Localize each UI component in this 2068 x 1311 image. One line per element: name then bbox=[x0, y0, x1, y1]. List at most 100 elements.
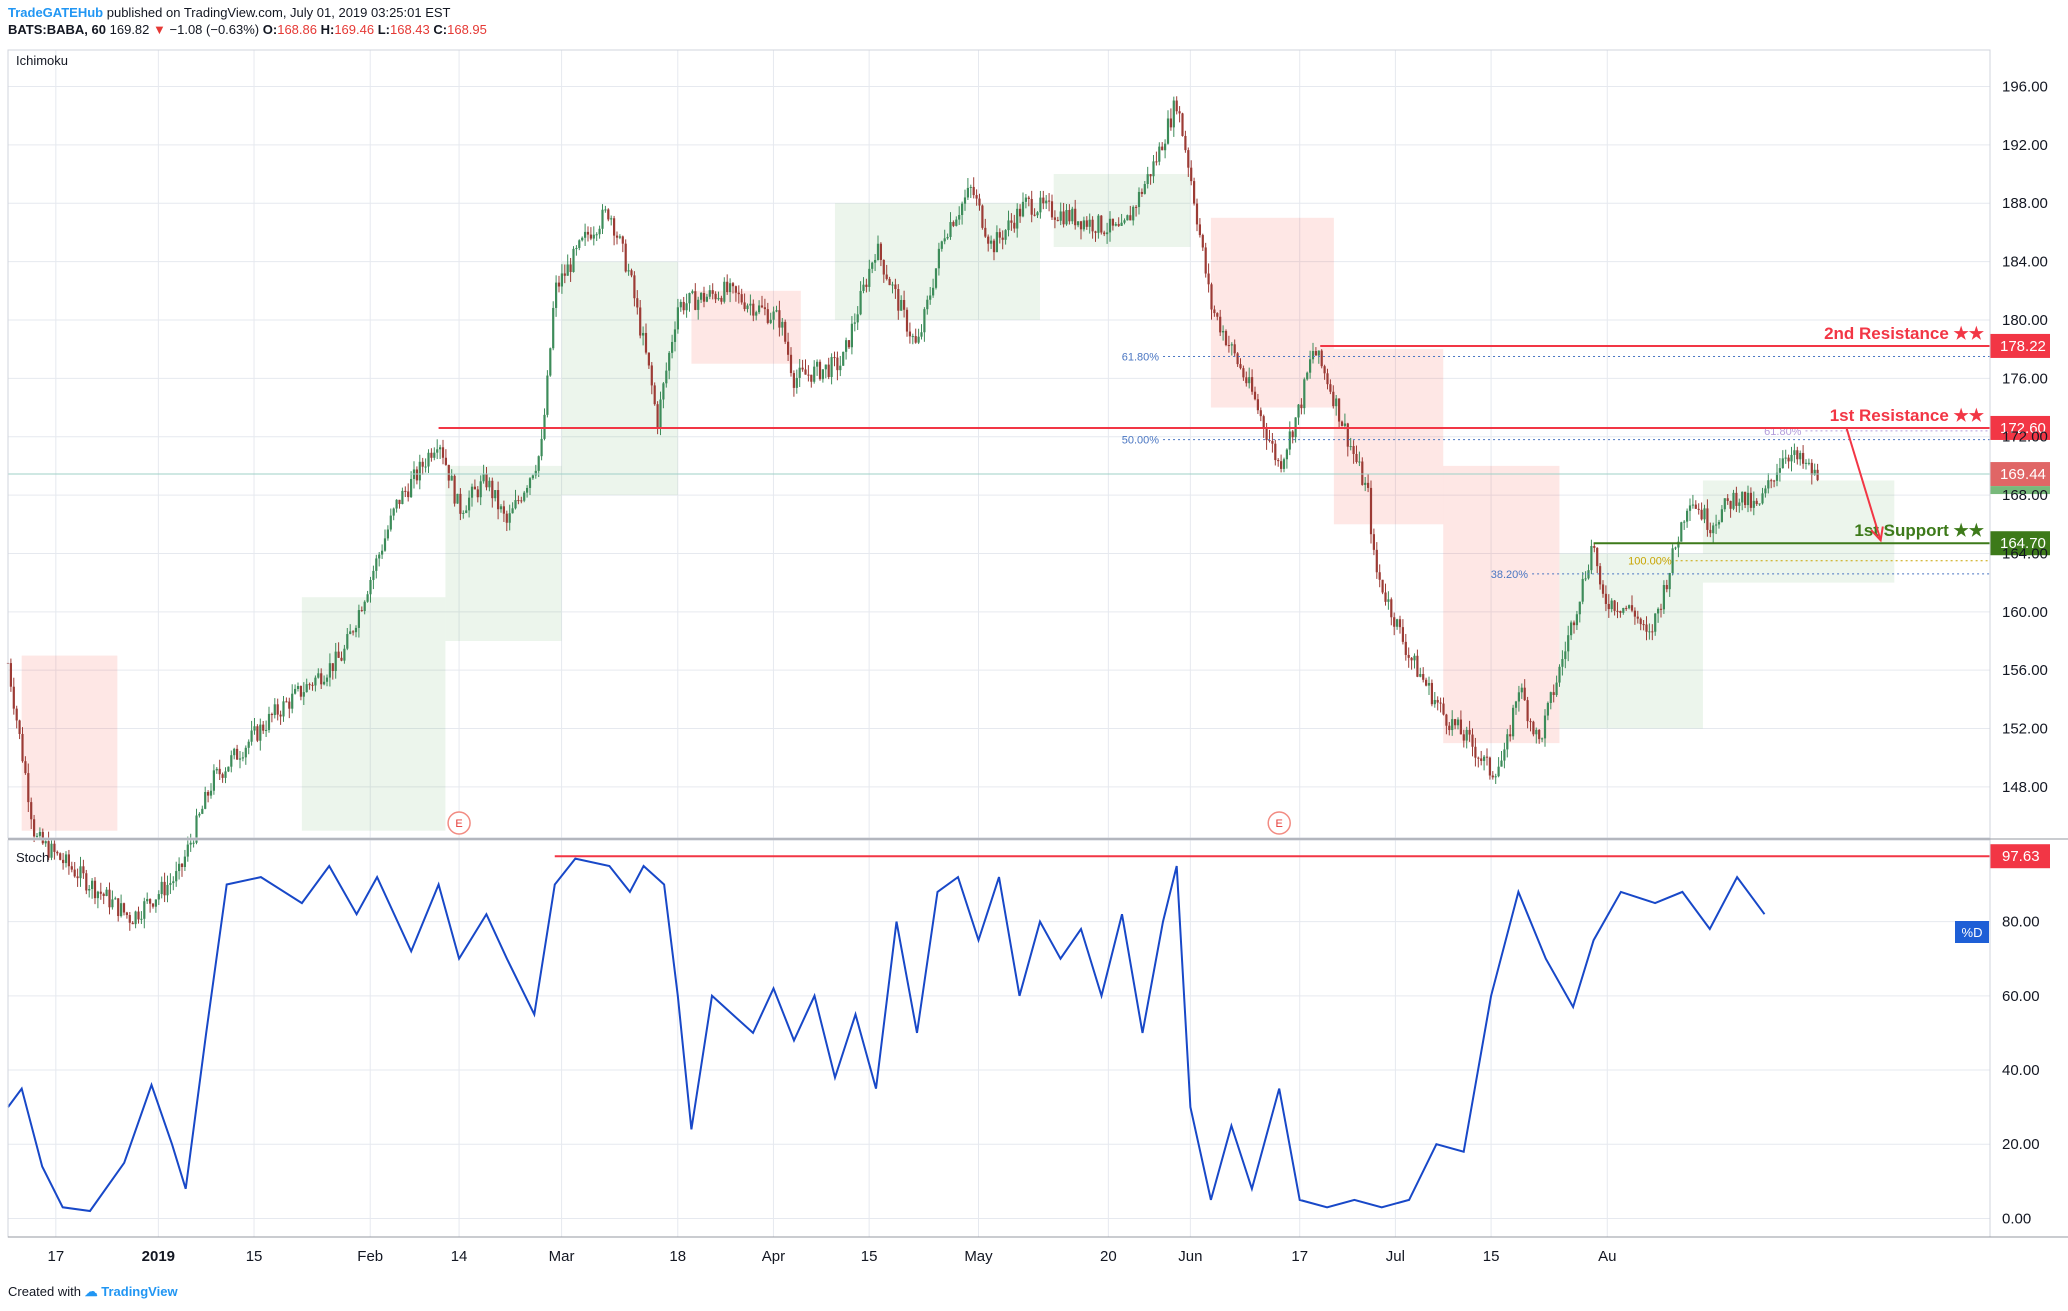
candle-body bbox=[485, 473, 488, 488]
candle-body bbox=[1149, 174, 1152, 177]
candle-body bbox=[850, 323, 853, 348]
candle-body bbox=[221, 774, 224, 778]
candle-body bbox=[1506, 734, 1509, 750]
candle-body bbox=[647, 352, 650, 366]
candle-body bbox=[1137, 191, 1141, 208]
candle-body bbox=[839, 365, 842, 371]
candle-body bbox=[1784, 457, 1787, 459]
time-tick-label: 15 bbox=[1483, 1248, 1500, 1265]
candle-body bbox=[720, 297, 723, 302]
candle-body bbox=[383, 538, 387, 551]
candle-body bbox=[1381, 579, 1384, 593]
candle-body bbox=[1175, 100, 1178, 112]
candle-body bbox=[1317, 350, 1320, 356]
candle-body bbox=[1703, 508, 1706, 520]
candle-body bbox=[1477, 757, 1480, 759]
candle-body bbox=[1816, 469, 1819, 481]
candle-body bbox=[1262, 416, 1265, 429]
candle-body bbox=[352, 631, 355, 633]
candle-body bbox=[96, 891, 99, 899]
candle-body bbox=[369, 580, 372, 595]
candle-body bbox=[702, 293, 706, 302]
candle-body bbox=[1619, 610, 1622, 613]
candle-body bbox=[1720, 509, 1723, 522]
earnings-marker-label: E bbox=[455, 818, 462, 830]
axes: 148.00 152.00 156.00 160.00 164.00 168.00 172.… bbox=[7, 49, 2068, 1265]
candle-body bbox=[1448, 725, 1451, 731]
tradingview-brand[interactable]: TradingView bbox=[101, 1284, 178, 1299]
candle-body bbox=[154, 899, 157, 907]
candle-body bbox=[1161, 146, 1164, 151]
candle-body bbox=[1526, 700, 1529, 722]
candle-body bbox=[1465, 729, 1468, 741]
candle-body bbox=[1454, 719, 1457, 726]
candle-body bbox=[1233, 344, 1236, 354]
candle-body bbox=[607, 209, 610, 220]
candle-body bbox=[1274, 443, 1277, 461]
candle-body bbox=[1668, 572, 1671, 590]
candle-body bbox=[1509, 734, 1512, 737]
cloud-segment bbox=[1210, 217, 1334, 408]
candle-body bbox=[778, 310, 781, 328]
time-tick-label: 17 bbox=[1291, 1248, 1308, 1265]
candle-body bbox=[198, 813, 201, 816]
candle-body bbox=[847, 340, 851, 348]
candle-body bbox=[224, 771, 227, 778]
candle-body bbox=[1520, 687, 1523, 693]
candle-body bbox=[1628, 605, 1631, 609]
level-price-tag bbox=[1990, 333, 2050, 358]
candle-body bbox=[708, 290, 711, 297]
candle-body bbox=[354, 627, 358, 633]
candle-body bbox=[1126, 215, 1129, 221]
candle-body bbox=[259, 724, 262, 741]
candle-body bbox=[415, 469, 418, 481]
candle-body bbox=[604, 209, 607, 211]
publisher-name[interactable]: TradeGATEHub bbox=[8, 5, 104, 20]
candle-body bbox=[511, 508, 514, 514]
candle-body bbox=[1158, 146, 1161, 162]
candle-body bbox=[497, 490, 500, 510]
candle-body bbox=[1198, 224, 1201, 236]
candle-body bbox=[879, 243, 882, 260]
cloud-segment bbox=[561, 261, 678, 496]
candle-body bbox=[1445, 714, 1448, 726]
candle-body bbox=[1323, 366, 1326, 374]
close-value: 168.95 bbox=[447, 22, 487, 37]
candle-body bbox=[1117, 224, 1120, 226]
candle-body bbox=[1622, 607, 1625, 613]
candle-body bbox=[1178, 111, 1181, 114]
candle-body bbox=[1375, 549, 1378, 573]
candle-body bbox=[1572, 622, 1576, 626]
candle-body bbox=[302, 692, 305, 697]
candle-body bbox=[723, 281, 726, 302]
candle-body bbox=[233, 748, 236, 756]
candle-body bbox=[404, 490, 407, 492]
candle-body bbox=[952, 222, 955, 226]
candle-body bbox=[1564, 651, 1567, 660]
candle-body bbox=[1187, 150, 1190, 168]
candle-body bbox=[305, 684, 308, 693]
candle-body bbox=[27, 773, 30, 803]
candle-body bbox=[1369, 487, 1373, 535]
fib-label: 38.20% bbox=[1491, 569, 1529, 581]
candle-body bbox=[1169, 118, 1172, 128]
candle-body bbox=[35, 835, 39, 837]
candle-body bbox=[244, 747, 247, 758]
candle-body bbox=[436, 449, 439, 453]
candle-body bbox=[1053, 217, 1056, 220]
candle-body bbox=[15, 708, 18, 721]
candle-body bbox=[1639, 618, 1642, 625]
candle-body bbox=[998, 232, 1001, 238]
candle-body bbox=[1688, 505, 1692, 511]
candle-body bbox=[1039, 197, 1042, 213]
candle-body bbox=[1210, 284, 1213, 310]
candle-body bbox=[279, 714, 282, 717]
candle-body bbox=[801, 367, 804, 370]
candle-body bbox=[1741, 491, 1744, 503]
candle-body bbox=[1222, 331, 1225, 333]
candle-body bbox=[804, 369, 807, 375]
candle-body bbox=[1654, 613, 1657, 632]
candle-body bbox=[459, 493, 462, 514]
candle-body bbox=[1033, 214, 1036, 216]
